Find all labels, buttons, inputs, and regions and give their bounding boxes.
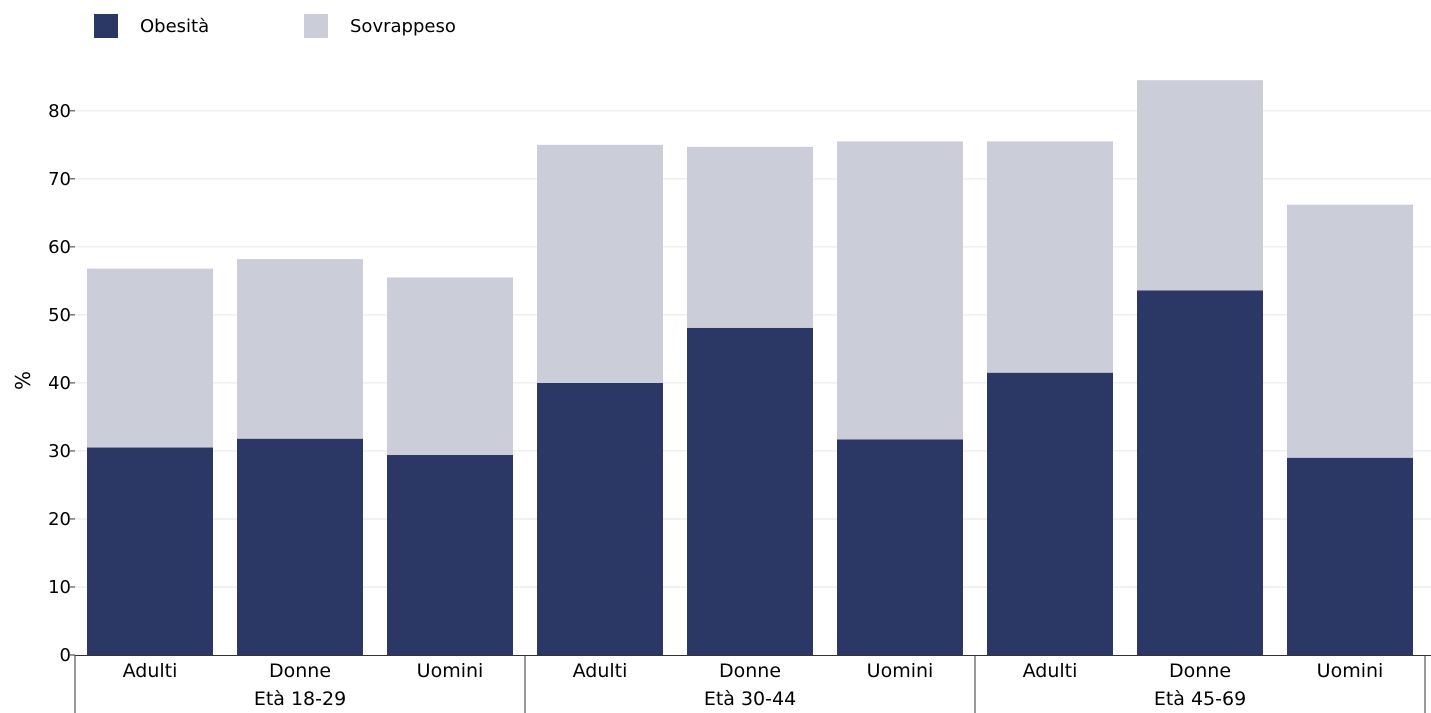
bar-sovrappeso xyxy=(1137,80,1263,291)
bar-obesita xyxy=(837,439,963,655)
x-category-label: Donne xyxy=(719,660,781,682)
bar-sovrappeso xyxy=(687,146,813,328)
legend-label-sovrappeso: Sovrappeso xyxy=(350,15,456,37)
legend-swatch-sovrappeso xyxy=(304,14,328,38)
bar-sovrappeso xyxy=(387,277,513,456)
x-category-label: Uomini xyxy=(417,660,484,682)
y-tick-label: 20 xyxy=(48,509,71,530)
bar-sovrappeso xyxy=(237,259,363,439)
legend-label-obesita: Obesità xyxy=(140,15,210,37)
y-axis-label: % xyxy=(11,371,35,390)
y-tick-label: 0 xyxy=(60,645,71,666)
x-group-label: Età 45-69 xyxy=(1154,688,1246,710)
bar-obesita xyxy=(987,372,1113,655)
legend-item-sovrappeso[interactable]: Sovrappeso xyxy=(304,14,456,38)
bar-obesita xyxy=(1287,457,1413,655)
bar-obesita xyxy=(237,438,363,655)
bar-obesita xyxy=(387,455,513,655)
y-tick-label: 60 xyxy=(48,237,71,258)
x-category-label: Adulti xyxy=(1023,660,1078,682)
legend-swatch-obesita xyxy=(94,14,118,38)
x-category-label: Uomini xyxy=(1317,660,1384,682)
legend-item-obesita[interactable]: Obesità xyxy=(94,14,209,38)
bar-obesita xyxy=(87,447,213,655)
x-category-label: Adulti xyxy=(123,660,178,682)
x-category-label: Donne xyxy=(1169,660,1231,682)
bar-sovrappeso xyxy=(987,141,1113,373)
bar-obesita xyxy=(1137,290,1263,655)
y-tick-label: 10 xyxy=(48,577,71,598)
y-tick-label: 40 xyxy=(48,373,71,394)
y-tick-label: 70 xyxy=(48,169,71,190)
x-category-label: Donne xyxy=(269,660,331,682)
bar-obesita xyxy=(687,327,813,655)
x-group-label: Età 30-44 xyxy=(704,688,796,710)
bar-sovrappeso xyxy=(537,144,663,383)
bar-sovrappeso xyxy=(87,268,213,448)
bar-sovrappeso xyxy=(837,141,963,440)
y-tick-label: 50 xyxy=(48,305,71,326)
x-group-label: Età 18-29 xyxy=(254,688,346,710)
bar-sovrappeso xyxy=(1287,204,1413,458)
bar-obesita xyxy=(537,382,663,655)
x-category-label: Uomini xyxy=(867,660,934,682)
y-tick-label: 80 xyxy=(48,101,71,122)
x-category-label: Adulti xyxy=(573,660,628,682)
y-tick-label: 30 xyxy=(48,441,71,462)
